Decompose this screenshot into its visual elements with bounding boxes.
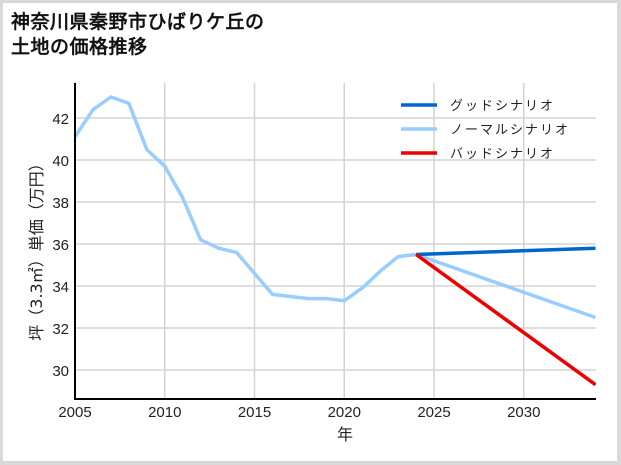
- axes: [74, 83, 596, 400]
- x-tick-labels: 2005 2010 2015 2020 2025 2030: [58, 404, 540, 421]
- history-line: [75, 95, 417, 303]
- chart-title-line1: 神奈川県秦野市ひばりケ丘の: [11, 11, 265, 33]
- y-tick-label: 40: [52, 153, 69, 170]
- y-tick-label: 32: [52, 321, 69, 338]
- legend-label: グッドシナリオ: [450, 99, 555, 114]
- x-tick-label: 2030: [507, 404, 540, 421]
- y-tick-label: 30: [52, 363, 69, 380]
- x-axis-label: 年: [337, 425, 353, 444]
- x-tick-label: 2010: [148, 404, 181, 421]
- gridlines: [75, 83, 596, 399]
- x-tick-label: 2005: [58, 404, 91, 421]
- legend-label: ノーマルシナリオ: [450, 123, 570, 138]
- data-lines: [75, 95, 596, 387]
- chart-title: 神奈川県秦野市ひばりケ丘の 土地の価格推移: [11, 10, 265, 60]
- chart-card: [3, 3, 617, 461]
- y-tick-labels: 30 32 34 36 38 40 42: [52, 111, 69, 380]
- good-scenario-line: [416, 246, 596, 257]
- y-axis-label: 坪（3.3㎡）単価（万円）: [27, 155, 46, 340]
- y-tick-label: 34: [52, 279, 69, 296]
- bad-scenario-line: [415, 253, 596, 387]
- legend-label: バッドシナリオ: [450, 147, 555, 162]
- y-tick-label: 42: [52, 111, 69, 128]
- chart-title-line2: 土地の価格推移: [11, 36, 148, 58]
- x-tick-label: 2025: [417, 404, 450, 421]
- y-tick-label: 36: [52, 237, 69, 254]
- normal-scenario-line: [415, 252, 596, 320]
- x-tick-label: 2020: [328, 404, 361, 421]
- x-tick-label: 2015: [238, 404, 271, 421]
- y-tick-label: 38: [52, 195, 69, 212]
